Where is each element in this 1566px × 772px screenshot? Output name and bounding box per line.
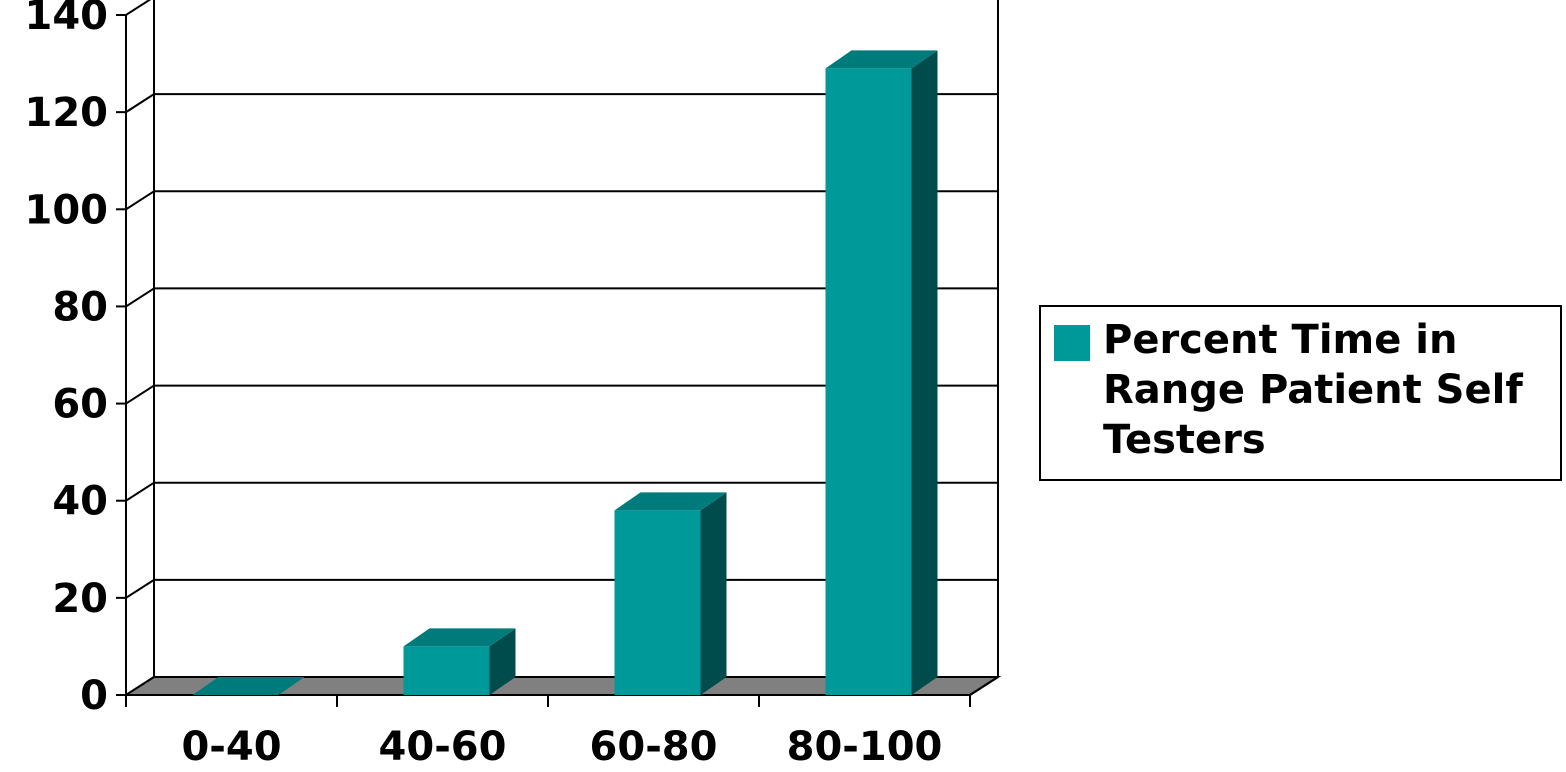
y-tick-label: 80 [52,284,108,330]
x-tick-labels: 0-40 40-60 60-80 80-100 [181,724,942,770]
y-tick-label: 60 [52,382,108,428]
gridline-connector [125,384,155,405]
bar [403,628,516,695]
bar-top [825,50,938,69]
x-tick-label: 0-40 [181,724,281,770]
y-tick-label: 100 [25,187,109,233]
y-tick-label: 0 [80,673,108,719]
bars [192,50,938,695]
gridline-connector [125,0,152,16]
y-tick-label: 140 [25,0,109,39]
bar-side [700,492,727,695]
gridline-connector [125,190,155,211]
y-tick-label: 120 [25,90,109,136]
bar-front [403,646,490,695]
y-tick-label: 20 [52,576,108,622]
bar-top [192,677,305,695]
floor-right-edge [969,676,999,696]
gridline-connector [125,481,155,502]
bar-top [403,628,516,647]
bar-front [825,68,912,695]
bar-side [911,50,938,695]
x-tick-label: 80-100 [787,724,943,770]
x-tick-label: 60-80 [590,724,718,770]
legend-label: Percent Time in Range Patient Self Teste… [1103,317,1523,463]
bar-side [489,628,516,695]
bar-top [614,492,727,511]
legend-swatch [1054,325,1090,361]
bar [825,50,938,695]
bar [192,677,305,695]
gridline-connector [125,93,155,113]
gridline-connector [125,287,155,308]
x-tick-label: 40-60 [379,724,507,770]
gridline-connector [125,579,155,599]
legend: Percent Time in Range Patient Self Teste… [1039,305,1562,481]
bar [614,492,727,695]
y-tick-labels: 0 20 40 60 80 100 120 140 [25,0,109,719]
bar-front [614,510,701,695]
y-tick-label: 40 [52,479,108,525]
